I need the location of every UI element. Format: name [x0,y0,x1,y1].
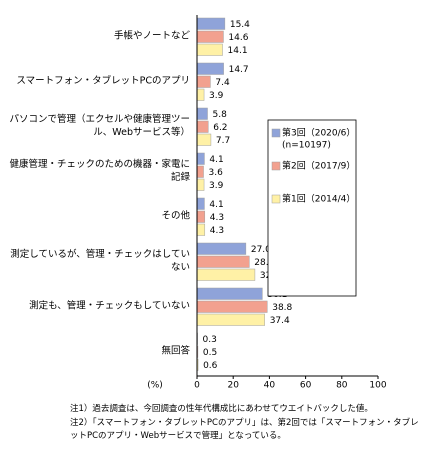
bar [196,197,205,210]
bar [196,17,226,30]
category-label: 測定しているが、管理・チェックはしていない [10,249,190,273]
value-label: 7.4 [215,78,230,88]
category-label: 測定も、管理・チェックもしていない [29,300,190,312]
bar [196,30,224,43]
legend-box [267,119,357,297]
value-label: 14.7 [229,65,249,75]
bar [196,43,223,56]
value-label: 3.9 [209,181,224,191]
x-tick-label: 60 [300,381,312,391]
legend-swatch [271,194,281,204]
legend-label: 第2回（2017/9） [282,160,355,172]
legend-sample: (n=10197) [282,141,331,151]
value-label: 37.4 [270,316,290,326]
bar [196,210,206,223]
value-label: 15.4 [230,20,250,30]
category-label: 健康管理・チェックのための機器・家電に記録 [9,159,190,183]
x-tick-label: 20 [227,381,239,391]
legend-label: 第1回（2014/4） [282,193,355,205]
bar [196,88,205,101]
value-label: 0.6 [203,361,218,371]
value-label: 4.1 [209,200,223,210]
bar [196,120,209,133]
value-label: 0.5 [203,348,217,358]
category-label: その他 [161,210,190,222]
bar [196,133,212,146]
bar [196,152,205,165]
note: 注1）過去調査は、今回調査の性年代構成比にあわせてウエイトバックした値。 [70,404,373,414]
bar [196,268,256,281]
value-label: 3.6 [209,168,224,178]
x-tick-label: 100 [369,381,386,391]
category-label: 無回答 [161,345,190,357]
value-label: 7.7 [216,136,230,146]
value-label: 4.3 [210,226,224,236]
value-label: 3.9 [209,91,224,101]
x-tick-label: 80 [336,381,348,391]
value-label: 28.9 [254,258,274,268]
legend-label: 第3回（2020/6） [282,127,355,139]
value-label: 6.2 [213,123,227,133]
value-label: 38.8 [272,303,292,313]
bar [196,313,265,326]
bar [196,178,205,191]
value-label: 14.1 [228,46,248,56]
value-label: 4.1 [209,155,223,165]
value-label: 27.0 [251,245,271,255]
legend-swatch [271,161,281,171]
value-label: 5.8 [212,110,227,120]
bar [196,107,208,120]
bar [196,75,211,88]
legend-swatch [271,128,281,138]
category-label: パソコンで管理（エクセルや健康管理ツール、Webサービス等） [9,114,190,138]
bar [196,300,268,313]
bar [196,242,247,255]
bar [196,165,204,178]
category-label: 手帳やノートなど [113,30,190,42]
x-tick-label: 40 [264,381,276,391]
value-label: 4.3 [210,213,224,223]
bar [196,223,206,236]
value-label: 0.3 [203,335,217,345]
bar [196,255,250,268]
bar [196,287,263,300]
bar [196,62,224,75]
value-label: 14.6 [228,33,248,43]
x-axis-label: (%) [147,381,163,391]
category-label: スマートフォン・タブレットPCのアプリ [16,75,190,87]
x-tick-label: 0 [194,381,200,391]
note: 注2）「スマートフォン・タブレットPCのアプリ」は、第2回では「スマートフォン・… [70,418,419,441]
